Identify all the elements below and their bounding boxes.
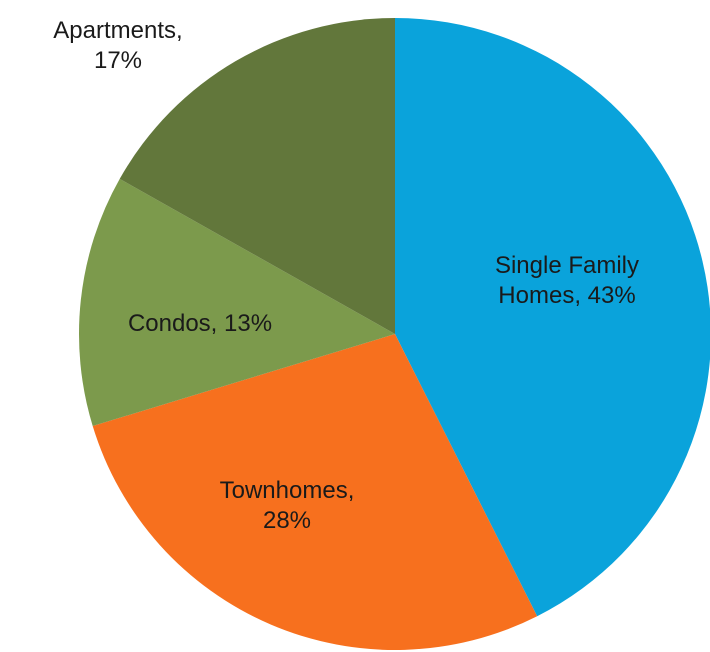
pie-slice [92,334,538,650]
data-label: Apartments, 17% [53,17,182,74]
pie-slice [395,18,710,617]
data-label: Condos, 13% [128,310,272,337]
pie-slice [119,18,395,334]
data-label: Townhomes, 28% [220,477,355,534]
data-label: Single Family Homes, 43% [495,252,639,309]
pie-slice [79,178,396,427]
